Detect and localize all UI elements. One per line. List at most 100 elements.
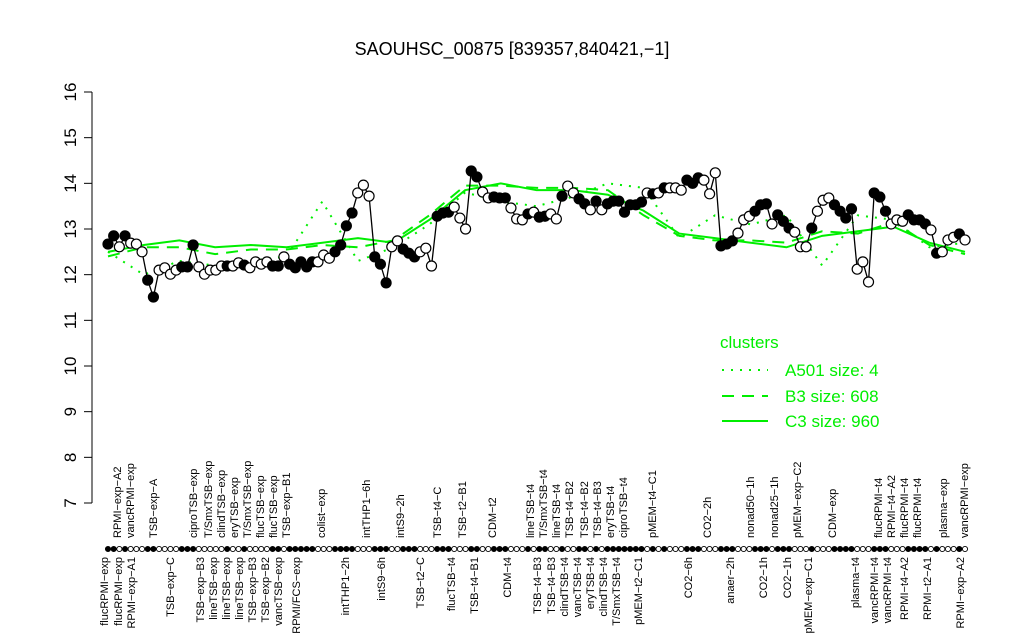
y-tick-label: 9	[61, 407, 80, 416]
rug-mark	[774, 545, 781, 553]
sample-label-top: T/SmxTSB−exp	[203, 461, 215, 538]
rug-mark	[865, 545, 872, 553]
rug-mark	[627, 545, 634, 553]
rug-mark	[581, 545, 588, 553]
rug-mark	[746, 545, 753, 553]
sample-label-bottom: clindTSB−t4	[598, 557, 610, 617]
sample-label-bottom: flucRPMI−exp	[113, 557, 125, 626]
sample-label-top: RPMI−t4−A2	[886, 475, 898, 538]
data-point	[709, 167, 721, 179]
sample-label-top: plasma−exp	[938, 478, 950, 538]
sample-label-top: lineTSB−t4	[525, 484, 537, 538]
data-point	[391, 235, 404, 247]
rug-mark	[173, 545, 180, 553]
sample-label-top: T/SmxTSB−t4	[538, 469, 550, 538]
sample-label-top: nonad25−1h	[769, 477, 781, 538]
data-point	[352, 187, 364, 199]
data-point	[879, 205, 892, 217]
data-point	[425, 260, 438, 272]
sample-label-bottom: vancRPMI−t4	[882, 557, 894, 623]
rug-mark	[331, 545, 339, 553]
rug-mark	[422, 545, 429, 553]
sample-label-top: flucTSB−exp	[255, 475, 267, 538]
rug-mark	[751, 545, 759, 553]
legend: clusters A501 size: 4 B3 size: 608 C3 si…	[720, 333, 880, 431]
y-tick-label: 16	[61, 83, 80, 102]
rug-mark	[939, 545, 946, 553]
rug-mark	[519, 545, 526, 553]
sample-label-top: TSB−t4−B2	[579, 481, 591, 538]
data-point	[119, 230, 131, 242]
rug-mark	[263, 545, 270, 553]
sample-label-bottom: intS9−6h	[376, 557, 388, 601]
rug-mark	[576, 545, 583, 553]
rug-mark	[343, 545, 350, 553]
rug-mark	[604, 545, 611, 553]
rug-mark	[740, 545, 747, 553]
sample-label-bottom: TSB−exp−B3	[195, 557, 207, 622]
rug-mark	[717, 545, 725, 553]
y-tick-label: 8	[61, 453, 80, 462]
rug-mark	[513, 545, 520, 553]
rug-mark	[417, 545, 424, 553]
rug-mark	[536, 545, 543, 553]
data-point	[800, 241, 812, 253]
rug-mark	[303, 545, 310, 553]
data-point	[374, 258, 387, 270]
rug-mark	[150, 545, 157, 553]
rug-mark	[485, 545, 492, 553]
rug-mark	[541, 545, 549, 553]
rug-mark	[587, 545, 594, 553]
sample-label-bottom: CDM−t4	[502, 557, 514, 598]
sample-label-bottom: vancTSB−t4	[572, 557, 584, 617]
rug-mark	[286, 545, 293, 553]
sample-label-bottom: flucTSB−t4	[446, 557, 458, 611]
data-point	[925, 224, 937, 236]
sample-label-top: intTHP1−6h	[361, 480, 373, 538]
data-point	[187, 239, 199, 251]
sample-labels: RPMI−exp−A2 vancRPMI−exp TSB−exp−A ciproTSB…	[99, 461, 971, 634]
rug-mark	[383, 545, 390, 553]
rug-mark	[121, 545, 129, 553]
data-point	[874, 191, 886, 203]
rug-mark	[553, 545, 560, 553]
sample-label-top: TSB−t4−B3	[592, 481, 604, 538]
rug-mark	[275, 545, 282, 553]
sample-label-top: pMEM−exp−C2	[792, 462, 804, 538]
rug-mark	[235, 545, 242, 553]
data-point	[789, 226, 801, 238]
data-point	[340, 220, 352, 232]
rug-mark	[757, 545, 764, 553]
rug-mark	[451, 545, 458, 553]
sample-label-bottom: eryTSB−t4	[585, 557, 597, 609]
rug-mark	[831, 545, 838, 553]
data-point	[862, 276, 875, 288]
sample-label-top: clindTSB−exp	[216, 470, 228, 538]
rug-mark	[882, 545, 889, 553]
legend-label-c3: C3 size: 960	[785, 412, 880, 431]
rug-mark	[638, 545, 645, 553]
rug-mark	[763, 545, 770, 553]
sample-label-bottom: TSB−t4−B1	[469, 557, 481, 614]
y-tick-label: 11	[61, 312, 80, 330]
sample-label-top: TSB−t2−B1	[457, 481, 469, 538]
sample-label-top: pMEM−t4−C1	[647, 470, 659, 538]
rug-mark	[161, 545, 168, 553]
rug-mark	[428, 545, 435, 553]
data-point	[726, 235, 738, 247]
rug-mark	[218, 545, 225, 553]
sample-label-top: nonad50−1h	[745, 477, 757, 538]
rug-mark	[366, 545, 373, 553]
rug-mark	[326, 545, 333, 553]
rug-mark	[672, 545, 679, 553]
rug-mark	[224, 545, 231, 553]
rug-mark	[854, 545, 861, 553]
rug-mark	[456, 545, 463, 553]
sample-label-bottom: RPMI−t2−A1	[922, 557, 934, 620]
rug-mark	[190, 545, 197, 553]
data-point	[130, 238, 142, 250]
rug-mark	[167, 545, 174, 553]
rug-mark	[269, 545, 276, 553]
rug-mark	[104, 545, 112, 553]
